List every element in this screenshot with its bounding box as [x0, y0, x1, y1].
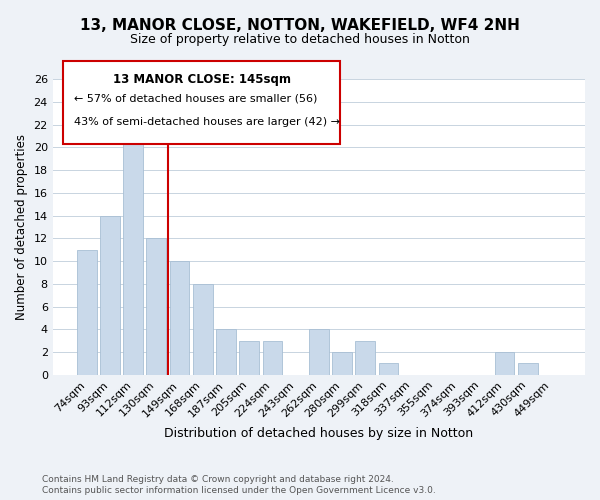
Text: ← 57% of detached houses are smaller (56): ← 57% of detached houses are smaller (56… [74, 94, 317, 104]
Bar [170, 261, 190, 375]
Y-axis label: Number of detached properties: Number of detached properties [15, 134, 28, 320]
Bar [123, 136, 143, 375]
Bar [494, 352, 514, 375]
Text: 43% of semi-detached houses are larger (42) →: 43% of semi-detached houses are larger (… [74, 118, 340, 128]
X-axis label: Distribution of detached houses by size in Notton: Distribution of detached houses by size … [164, 427, 473, 440]
Text: Contains public sector information licensed under the Open Government Licence v3: Contains public sector information licen… [42, 486, 436, 495]
Bar [193, 284, 212, 375]
Bar [332, 352, 352, 375]
Text: Size of property relative to detached houses in Notton: Size of property relative to detached ho… [130, 32, 470, 46]
Bar [146, 238, 166, 375]
Bar [77, 250, 97, 375]
Bar [518, 364, 538, 375]
Bar [100, 216, 120, 375]
Bar [355, 340, 375, 375]
Bar [263, 340, 282, 375]
Bar [216, 330, 236, 375]
FancyBboxPatch shape [64, 62, 340, 144]
Text: 13, MANOR CLOSE, NOTTON, WAKEFIELD, WF4 2NH: 13, MANOR CLOSE, NOTTON, WAKEFIELD, WF4 … [80, 18, 520, 32]
Text: 13 MANOR CLOSE: 145sqm: 13 MANOR CLOSE: 145sqm [113, 73, 291, 86]
Bar [309, 330, 329, 375]
Text: Contains HM Land Registry data © Crown copyright and database right 2024.: Contains HM Land Registry data © Crown c… [42, 475, 394, 484]
Bar [379, 364, 398, 375]
Bar [239, 340, 259, 375]
